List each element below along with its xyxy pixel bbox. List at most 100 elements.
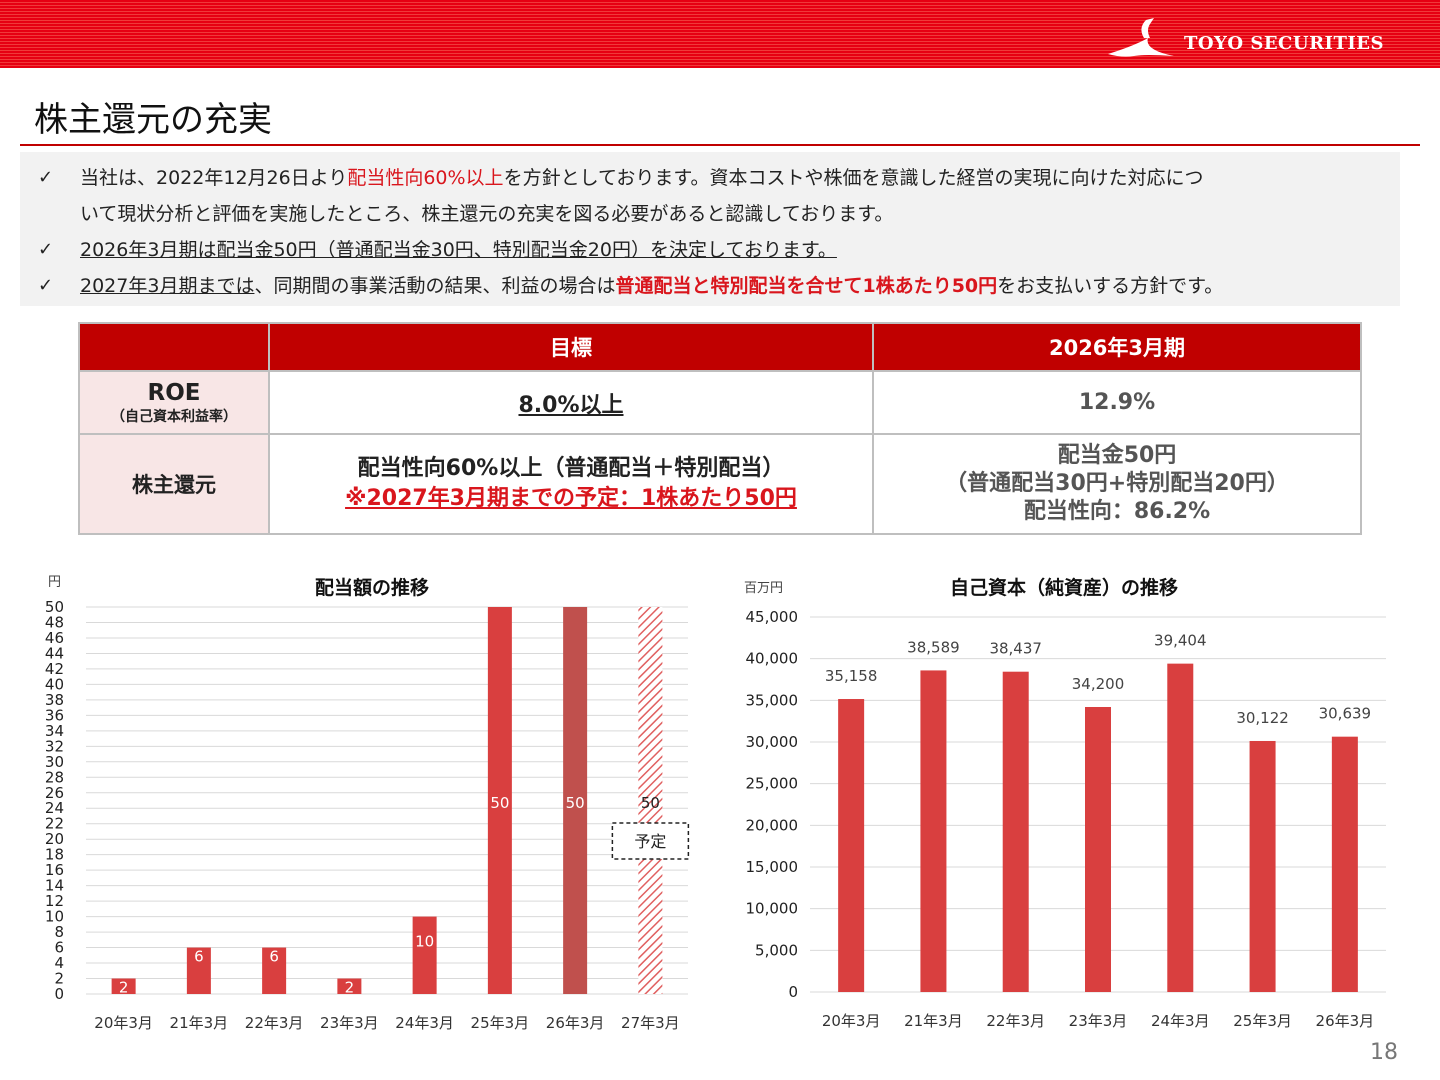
return-target-policy: 配当性向60%以上（普通配当＋特別配当）	[357, 456, 785, 481]
y-tick-label: 42	[45, 660, 64, 678]
bar	[412, 916, 437, 994]
page-number: 18	[1370, 1040, 1398, 1065]
y-tick-label: 5,000	[755, 941, 798, 959]
y-tick-label: 32	[45, 737, 64, 755]
bullet-item: ✓ 2027年3月期までは、同期間の事業活動の結果、利益の場合は普通配当と特別配…	[20, 268, 1400, 304]
crane-logo-icon	[1107, 18, 1174, 57]
checkmark-icon: ✓	[38, 275, 54, 296]
roe-value-cell: 12.9%	[872, 370, 1362, 435]
x-tick-label: 23年3月	[320, 1014, 379, 1032]
bar	[1167, 663, 1194, 992]
y-tick-label: 15,000	[746, 858, 799, 876]
data-label: 2	[119, 979, 129, 997]
y-tick-label: 50	[45, 598, 64, 616]
data-label: 6	[194, 948, 204, 966]
y-tick-label: 2	[54, 970, 64, 988]
return-value-cell: 配当金50円 （普通配当30円+特別配当20円） 配当性向：86.2%	[872, 433, 1362, 535]
y-tick-label: 48	[45, 613, 64, 631]
page-title: 株主還元の充実	[34, 100, 272, 140]
bar	[1331, 736, 1358, 992]
row-label-roe: ROE （自己資本利益率）	[78, 370, 270, 435]
bullet-item: ✓ 当社は、2022年12月26日より配当性向60%以上を方針としております。資…	[20, 160, 1400, 232]
y-tick-label: 24	[45, 799, 64, 817]
y-axis-unit: 円	[48, 575, 61, 590]
bar	[1249, 740, 1276, 992]
row-label-return: 株主還元	[78, 433, 270, 535]
data-label: 10	[415, 933, 434, 951]
data-label: 38,437	[989, 640, 1042, 658]
equity-chart: 自己資本（純資産）の推移 百万円 0 5,000 10,000 15,000 20,00…	[730, 566, 1410, 1040]
bullet-item: ✓ 2026年3月期は配当金50円（普通配当金30円、特別配当金20円）を決定し…	[20, 232, 1400, 268]
x-tick-label: 20年3月	[822, 1012, 881, 1030]
y-tick-label: 30,000	[746, 733, 799, 751]
equity-chart-svg: 自己資本（純資産）の推移 百万円 0 5,000 10,000 15,000 20,00…	[744, 576, 1386, 1030]
data-label: 34,200	[1072, 675, 1125, 693]
return-value-dividend: 配当金50円	[1057, 443, 1177, 468]
roe-target-cell: 8.0%以上	[268, 370, 874, 435]
return-value-payout: 配当性向：86.2%	[1023, 499, 1211, 524]
roe-target: 8.0%以上	[518, 392, 624, 418]
return-value-breakdown: （普通配当30円+特別配当20円）	[945, 471, 1289, 496]
return-label: 株主還元	[132, 473, 216, 497]
forecast-annotation-box	[611, 822, 690, 860]
table-header-empty	[78, 322, 270, 372]
bar	[1002, 671, 1029, 992]
return-target-plan: ※2027年3月期までの予定：1株あたり50円	[345, 486, 797, 511]
table-row: ROE （自己資本利益率） 8.0%以上 12.9%	[78, 370, 1362, 435]
y-tick-label: 40	[45, 675, 64, 693]
y-tick-label: 20	[45, 830, 64, 848]
data-label: 30,639	[1319, 705, 1372, 723]
bar	[262, 947, 287, 994]
data-label: 6	[269, 948, 279, 966]
data-label: 30,122	[1236, 709, 1289, 727]
table-row: 株主還元 配当性向60%以上（普通配当＋特別配当） ※2027年3月期までの予定…	[78, 433, 1362, 535]
x-tick-label: 26年3月	[546, 1014, 605, 1032]
bar	[337, 978, 362, 994]
y-tick-label: 40,000	[746, 650, 799, 668]
data-label: 2	[345, 979, 355, 997]
y-tick-label: 6	[54, 939, 64, 957]
y-tick-label: 38	[45, 691, 64, 709]
data-label: 50	[490, 794, 509, 812]
y-tick-label: 26	[45, 784, 64, 802]
x-tick-label: 23年3月	[1069, 1012, 1128, 1030]
chart-title: 自己資本（純資産）の推移	[950, 576, 1178, 599]
bullet-text: を方針としております。資本コストや株価を意識した経営の実現に向けた対応につ	[503, 167, 1204, 189]
y-tick-label: 4	[54, 954, 64, 972]
y-tick-label: 16	[45, 861, 64, 879]
x-tick-label: 24年3月	[1151, 1012, 1210, 1030]
x-tick-label: 26年3月	[1316, 1012, 1375, 1030]
bullet-text: をお支払いする方針です。	[997, 275, 1224, 297]
x-tick-label: 25年3月	[471, 1014, 530, 1032]
dividend-chart-svg: 配当額の推移 円 0246810121416182022242628303234…	[45, 575, 690, 1032]
table-header-row: 目標 2026年3月期	[78, 322, 1362, 372]
bullet-text: 、同期間の事業活動の結果、利益の場合は	[254, 275, 616, 297]
y-tick-label: 8	[54, 923, 64, 941]
bullet-highlight: 配当性向60%以上	[347, 167, 504, 189]
data-label: 39,404	[1154, 632, 1207, 650]
y-tick-label: 10,000	[746, 900, 799, 918]
title-divider	[20, 144, 1420, 146]
x-tick-label: 22年3月	[245, 1014, 304, 1032]
x-tick-label: 22年3月	[986, 1012, 1045, 1030]
company-logo: TOYO SECURITIES	[1104, 16, 1384, 60]
checkmark-icon: ✓	[38, 239, 54, 260]
y-tick-label: 22	[45, 815, 64, 833]
x-tick-label: 21年3月	[904, 1012, 963, 1030]
x-tick-label: 21年3月	[170, 1014, 229, 1032]
y-tick-label: 0	[788, 983, 798, 1001]
y-tick-label: 30	[45, 753, 64, 771]
bar	[487, 607, 512, 994]
bar	[920, 670, 947, 992]
y-tick-label: 28	[45, 768, 64, 786]
return-target-cell: 配当性向60%以上（普通配当＋特別配当） ※2027年3月期までの予定：1株あた…	[268, 433, 874, 535]
data-label: 50	[566, 794, 585, 812]
y-tick-label: 35,000	[746, 691, 799, 709]
roe-label: ROE	[147, 379, 201, 406]
y-tick-label: 34	[45, 722, 64, 740]
header-band: TOYO SECURITIES	[0, 0, 1440, 68]
y-tick-label: 12	[45, 892, 64, 910]
bar	[838, 699, 865, 992]
roe-value: 12.9%	[1078, 390, 1156, 415]
chart-title: 配当額の推移	[315, 576, 429, 599]
